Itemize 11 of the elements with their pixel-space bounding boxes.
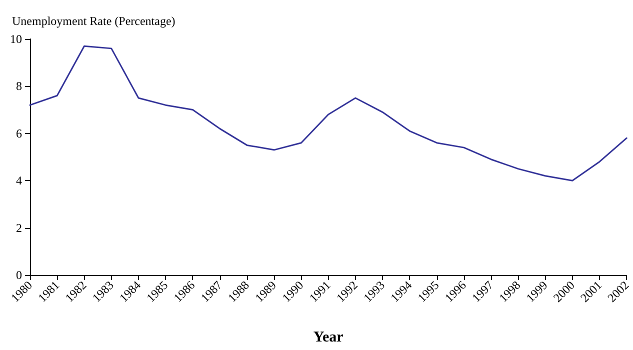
- y-tick-label: 2: [16, 220, 22, 235]
- y-tick-label: 8: [16, 79, 22, 94]
- y-axis-title: Unemployment Rate (Percentage): [12, 14, 176, 28]
- x-axis-title: Year: [313, 330, 344, 346]
- y-tick-label: 10: [10, 32, 22, 46]
- x-tick-label: 1991: [306, 278, 334, 305]
- y-tick-label: 6: [16, 126, 22, 140]
- y-tick-label: 4: [16, 174, 22, 188]
- y-tick-label: 0: [16, 268, 22, 282]
- x-tick-label: 1981: [35, 278, 62, 305]
- line-series: [29, 45, 628, 182]
